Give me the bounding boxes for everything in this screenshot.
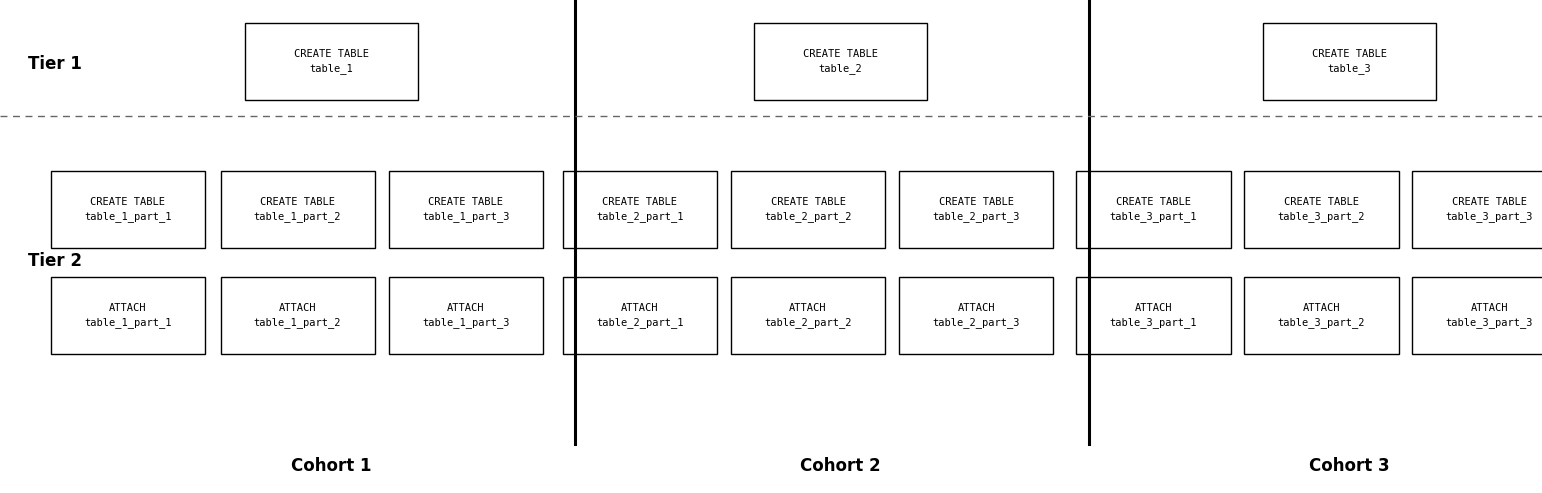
Text: Tier 2: Tier 2	[28, 252, 82, 270]
Text: CREATE TABLE
table_2_part_3: CREATE TABLE table_2_part_3	[933, 197, 1019, 222]
Text: CREATE TABLE
table_3: CREATE TABLE table_3	[1312, 49, 1386, 74]
FancyBboxPatch shape	[1244, 277, 1399, 354]
Text: CREATE TABLE
table_1_part_3: CREATE TABLE table_1_part_3	[423, 197, 509, 222]
FancyBboxPatch shape	[1076, 172, 1231, 248]
Text: ATTACH
table_2_part_2: ATTACH table_2_part_2	[765, 303, 851, 328]
Text: CREATE TABLE
table_2: CREATE TABLE table_2	[803, 49, 877, 74]
FancyBboxPatch shape	[731, 172, 885, 248]
FancyBboxPatch shape	[221, 172, 375, 248]
Text: ATTACH
table_1_part_1: ATTACH table_1_part_1	[85, 303, 171, 328]
FancyBboxPatch shape	[51, 172, 205, 248]
Text: CREATE TABLE
table_3_part_1: CREATE TABLE table_3_part_1	[1110, 197, 1197, 222]
Text: CREATE TABLE
table_1_part_2: CREATE TABLE table_1_part_2	[254, 197, 341, 222]
Text: Cohort 3: Cohort 3	[1309, 457, 1389, 475]
Text: ATTACH
table_2_part_3: ATTACH table_2_part_3	[933, 303, 1019, 328]
FancyBboxPatch shape	[245, 24, 418, 100]
Text: CREATE TABLE
table_2_part_1: CREATE TABLE table_2_part_1	[597, 197, 683, 222]
Text: CREATE TABLE
table_2_part_2: CREATE TABLE table_2_part_2	[765, 197, 851, 222]
FancyBboxPatch shape	[221, 277, 375, 354]
Text: ATTACH
table_3_part_2: ATTACH table_3_part_2	[1278, 303, 1365, 328]
Text: ATTACH
table_1_part_3: ATTACH table_1_part_3	[423, 303, 509, 328]
FancyBboxPatch shape	[1412, 172, 1542, 248]
Text: ATTACH
table_3_part_1: ATTACH table_3_part_1	[1110, 303, 1197, 328]
FancyBboxPatch shape	[389, 277, 543, 354]
FancyBboxPatch shape	[754, 24, 927, 100]
FancyBboxPatch shape	[731, 277, 885, 354]
FancyBboxPatch shape	[1412, 277, 1542, 354]
FancyBboxPatch shape	[1244, 172, 1399, 248]
FancyBboxPatch shape	[1076, 277, 1231, 354]
Text: Cohort 2: Cohort 2	[800, 457, 880, 475]
FancyBboxPatch shape	[563, 277, 717, 354]
Text: CREATE TABLE
table_1: CREATE TABLE table_1	[295, 49, 369, 74]
FancyBboxPatch shape	[1263, 24, 1436, 100]
Text: ATTACH
table_2_part_1: ATTACH table_2_part_1	[597, 303, 683, 328]
FancyBboxPatch shape	[899, 277, 1053, 354]
Text: Tier 1: Tier 1	[28, 55, 82, 73]
FancyBboxPatch shape	[899, 172, 1053, 248]
Text: CREATE TABLE
table_1_part_1: CREATE TABLE table_1_part_1	[85, 197, 171, 222]
FancyBboxPatch shape	[389, 172, 543, 248]
Text: ATTACH
table_1_part_2: ATTACH table_1_part_2	[254, 303, 341, 328]
Text: ATTACH
table_3_part_3: ATTACH table_3_part_3	[1446, 303, 1533, 328]
FancyBboxPatch shape	[51, 277, 205, 354]
FancyBboxPatch shape	[563, 172, 717, 248]
Text: CREATE TABLE
table_3_part_2: CREATE TABLE table_3_part_2	[1278, 197, 1365, 222]
Text: Cohort 1: Cohort 1	[291, 457, 372, 475]
Text: CREATE TABLE
table_3_part_3: CREATE TABLE table_3_part_3	[1446, 197, 1533, 222]
